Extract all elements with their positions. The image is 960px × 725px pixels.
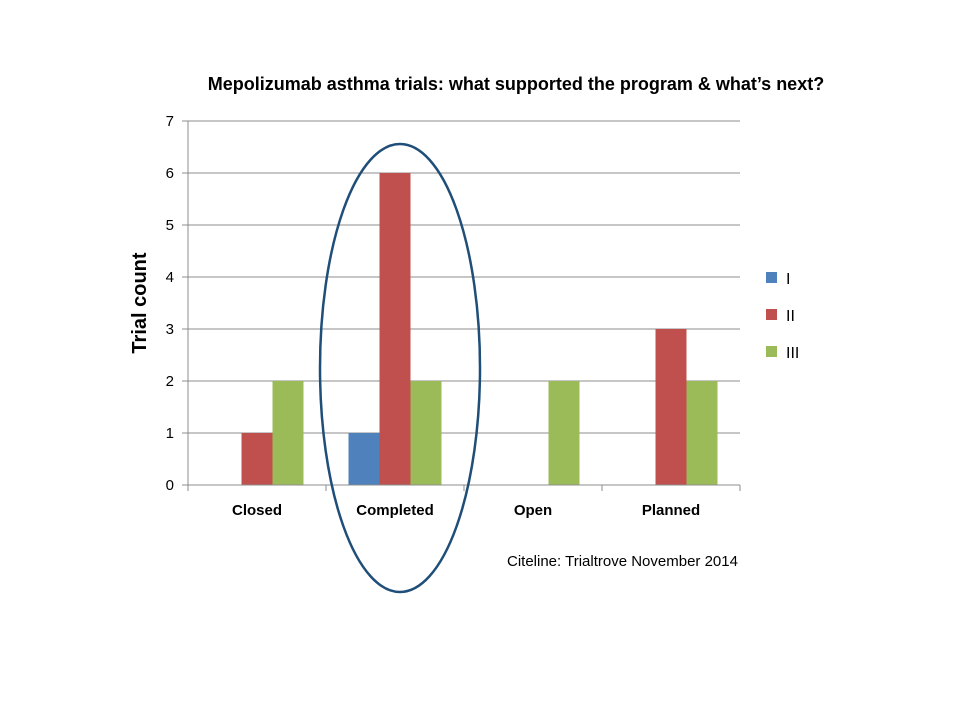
y-tick-label: 7 xyxy=(166,113,174,130)
bar-completed-ii xyxy=(379,173,411,485)
y-tick-labels: 0 1 2 3 4 5 6 7 xyxy=(166,113,174,494)
x-tick-label: Closed xyxy=(232,502,282,519)
highlight-ellipse xyxy=(318,142,482,594)
bar-completed-iii xyxy=(410,381,442,485)
legend-label-i: I xyxy=(786,271,790,288)
y-tick-label: 1 xyxy=(166,425,174,442)
bar-closed-ii xyxy=(241,433,273,485)
bar-completed-i xyxy=(348,433,380,485)
bar-planned-iii xyxy=(686,381,718,485)
legend-label-iii: III xyxy=(786,345,799,362)
bar-closed-iii xyxy=(272,381,304,485)
legend-swatch-iii xyxy=(766,346,777,357)
legend-label-ii: II xyxy=(786,308,795,325)
y-tick-label: 2 xyxy=(166,373,174,390)
x-tick-label: Open xyxy=(514,502,552,519)
x-tick-label: Planned xyxy=(642,502,700,519)
chart-title: Mepolizumab asthma trials: what supporte… xyxy=(208,74,824,94)
y-tick-label: 5 xyxy=(166,217,174,234)
highlight-ellipse-shape xyxy=(318,142,482,594)
bar-open-iii xyxy=(548,381,580,485)
bar-planned-ii xyxy=(655,329,687,485)
y-tick-label: 0 xyxy=(166,477,174,494)
legend-swatch-ii xyxy=(766,309,777,320)
x-tick-label: Completed xyxy=(356,502,434,519)
y-tick-label: 4 xyxy=(166,269,174,286)
axes xyxy=(182,120,741,491)
source-note: Citeline: Trialtrove November 2014 xyxy=(507,553,738,570)
y-axis-label: Trial count xyxy=(129,252,151,353)
x-tick-labels: Closed Completed Open Planned xyxy=(232,502,700,519)
y-tick-label: 3 xyxy=(166,321,174,338)
y-tick-label: 6 xyxy=(166,165,174,182)
legend-swatch-i xyxy=(766,272,777,283)
bars xyxy=(241,173,718,485)
